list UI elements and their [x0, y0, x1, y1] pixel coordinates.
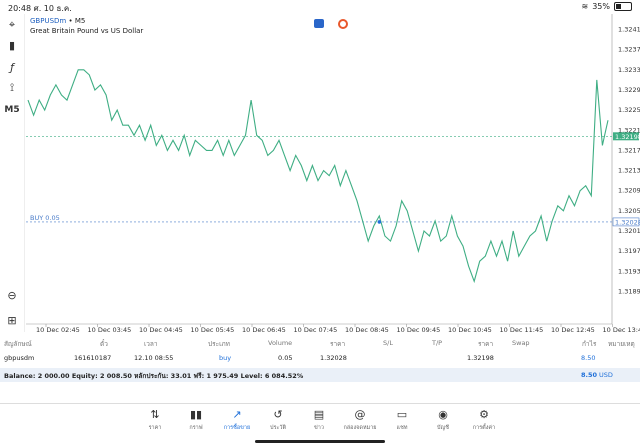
position-row[interactable]: gbpusdm 161610187 12.10 08:55 buy 0.05 1…: [0, 352, 640, 364]
nav-trade[interactable]: ↗การซื้อขาย: [217, 408, 257, 432]
home-indicator[interactable]: [255, 440, 385, 443]
one-click-trading-icon[interactable]: [314, 19, 324, 28]
balance-bar: Balance: 2 000.00 Equity: 2 008.50 หลักป…: [0, 368, 640, 382]
x-tick-label: 10 Dec 08:45: [345, 326, 389, 334]
y-tick-label: 1.32130: [618, 167, 640, 175]
position-profit: 8.50: [581, 354, 595, 362]
entry-point-marker: [378, 220, 382, 224]
y-tick-label: 1.31970: [618, 247, 640, 255]
col-ticket: ตั๋ว: [100, 339, 108, 349]
chart-timeframe: • M5: [68, 17, 85, 25]
col-open-price: ราคา: [330, 339, 345, 349]
quotes-icon: ⇅: [135, 408, 175, 422]
chart-symbol[interactable]: GBPUSDm: [30, 17, 66, 25]
buy-price: 1.32028: [615, 218, 640, 226]
col-current-price: ราคา: [478, 339, 493, 349]
position-current-price: 1.32198: [467, 354, 494, 362]
buy-level-label: BUY 0.05: [30, 214, 60, 222]
y-tick-label: 1.32330: [618, 66, 640, 74]
x-tick-label: 10 Dec 05:45: [191, 326, 235, 334]
position-ticket: 161610187: [74, 354, 111, 362]
chart-description: Great Britain Pound vs US Dollar: [30, 26, 143, 36]
x-tick-label: 10 Dec 07:45: [294, 326, 338, 334]
col-sl: S/L: [383, 339, 393, 347]
nav-accounts[interactable]: ◉บัญชี: [423, 408, 463, 432]
nav-quotes[interactable]: ⇅ราคา: [135, 408, 175, 432]
news-icon: ▤: [299, 408, 339, 422]
y-tick-label: 1.32170: [618, 146, 640, 154]
col-type: ประเภท: [208, 339, 230, 349]
currency: USD: [599, 371, 613, 379]
signal-icon[interactable]: [338, 19, 348, 29]
x-tick-label: 10 Dec 06:45: [242, 326, 286, 334]
col-volume: Volume: [268, 339, 292, 347]
position-symbol: gbpusdm: [4, 354, 34, 362]
current-price: 1.32198: [615, 133, 640, 141]
col-symbol: สัญลักษณ์: [4, 339, 32, 349]
col-profit: กำไร: [582, 339, 596, 349]
col-time: เวลา: [144, 339, 158, 349]
price-chart[interactable]: 1.324101.323701.323301.322901.322501.322…: [0, 0, 640, 340]
position-volume: 0.05: [278, 354, 292, 362]
nav-mailbox[interactable]: @กล่องจดหมาย: [340, 408, 380, 432]
y-tick-label: 1.32410: [618, 26, 640, 34]
nav-news[interactable]: ▤ข่าว: [299, 408, 339, 432]
y-tick-label: 1.32050: [618, 207, 640, 215]
total-profit: 8.50: [581, 371, 597, 379]
price-series-line: [28, 70, 608, 281]
mailbox-icon: @: [340, 408, 380, 422]
chart-title: GBPUSDm • M5 Great Britain Pound vs US D…: [30, 16, 143, 36]
y-tick-label: 1.32090: [618, 187, 640, 195]
current-price-box: 1.32198: [613, 132, 640, 141]
x-tick-label: 10 Dec 11:45: [500, 326, 544, 334]
position-open-price: 1.32028: [320, 354, 347, 362]
col-swap: Swap: [512, 339, 530, 347]
y-tick-label: 1.32290: [618, 86, 640, 94]
chat-icon: ▭: [382, 408, 422, 422]
trade-icon: ↗: [217, 408, 257, 422]
x-tick-label: 10 Dec 03:45: [88, 326, 132, 334]
settings-icon: ⚙: [464, 408, 504, 422]
nav-chart[interactable]: ▮▮กราฟ: [176, 408, 216, 432]
buy-price-box: 1.32028: [613, 218, 640, 227]
chart-icon: ▮▮: [176, 408, 216, 422]
y-tick-label: 1.31890: [618, 287, 640, 295]
nav-chat[interactable]: ▭แชท: [382, 408, 422, 432]
x-tick-label: 10 Dec 12:45: [551, 326, 595, 334]
x-tick-label: 10 Dec 09:45: [397, 326, 441, 334]
y-tick-label: 1.32250: [618, 106, 640, 114]
x-tick-label: 10 Dec 04:45: [139, 326, 183, 334]
position-type: buy: [219, 354, 231, 362]
accounts-icon: ◉: [423, 408, 463, 422]
x-tick-label: 10 Dec 13:4: [603, 326, 640, 334]
nav-history[interactable]: ↺ประวัติ: [258, 408, 298, 432]
x-tick-label: 10 Dec 10:45: [448, 326, 492, 334]
y-tick-label: 1.32370: [618, 46, 640, 54]
col-tp: T/P: [432, 339, 442, 347]
y-tick-label: 1.32010: [618, 227, 640, 235]
history-icon: ↺: [258, 408, 298, 422]
x-tick-label: 10 Dec 02:45: [36, 326, 80, 334]
positions-header: สัญลักษณ์ ตั๋ว เวลา ประเภท Volume ราคา S…: [0, 337, 640, 349]
position-time: 12.10 08:55: [134, 354, 173, 362]
nav-settings[interactable]: ⚙การตั้งค่า: [464, 408, 504, 432]
col-comment: หมายเหตุ: [608, 339, 635, 349]
balance-summary: Balance: 2 000.00 Equity: 2 008.50 หลักป…: [4, 371, 303, 381]
y-tick-label: 1.31930: [618, 267, 640, 275]
